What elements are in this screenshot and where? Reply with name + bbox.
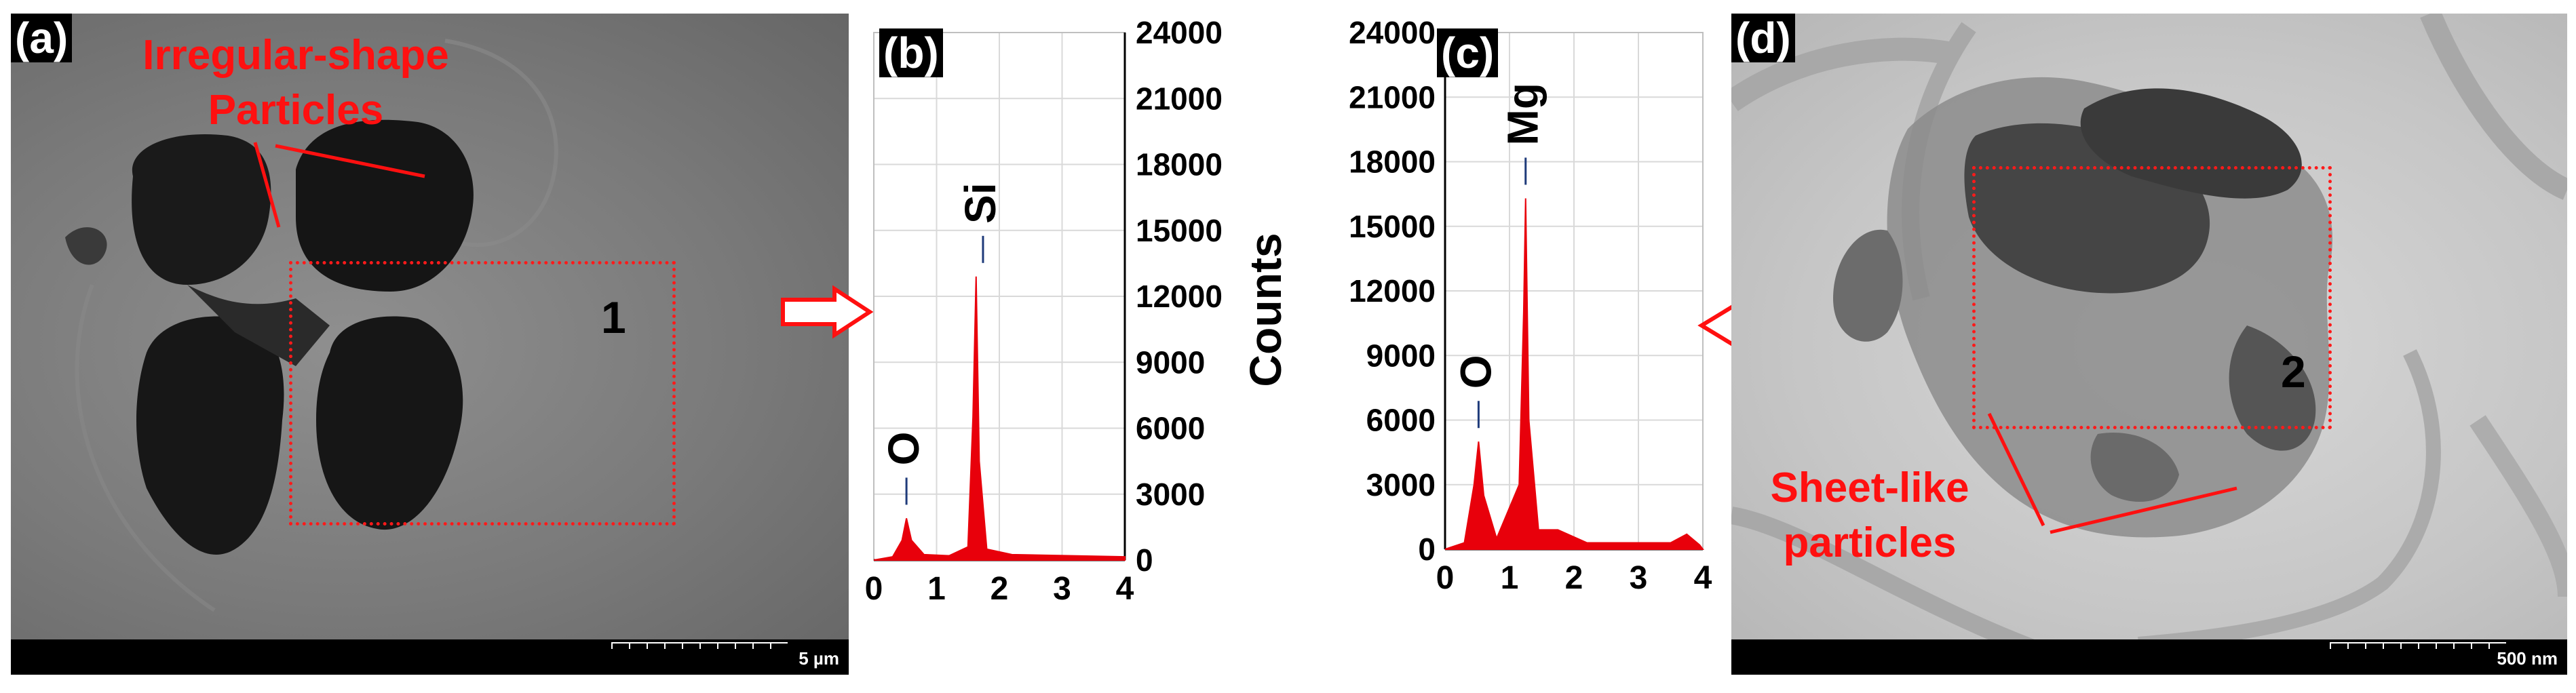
annotation-sheet-like-particles: Sheet-like particles (1731, 461, 2012, 570)
panel-label-b: (b) (879, 28, 943, 77)
annotation-irregular-shape-particles: Irregular-shape Particles (92, 28, 499, 138)
panel-label-a: (a) (11, 14, 73, 62)
y-tick-label: 6000 (1366, 403, 1436, 438)
peak-label: Mg (1499, 83, 1547, 145)
panel-label-c: (c) (1437, 28, 1499, 77)
panel-label-d: (d) (1731, 14, 1795, 62)
y-tick-label: 15000 (1136, 213, 1223, 248)
tem-image-a-art (65, 39, 558, 612)
x-tick-label: 3 (1630, 560, 1648, 596)
region-number-1: 1 (601, 292, 626, 342)
spectrum-chart-c: 0 1 2 3 4 0 3000 6000 9000 12000 15000 18000 21000 24… (1349, 15, 1712, 596)
y-tick-label: 3000 (1366, 467, 1436, 502)
arrow-right-icon (781, 285, 874, 339)
y-tick-label: 21000 (1136, 81, 1223, 116)
y-tick-label: 3000 (1136, 477, 1205, 512)
annotation-line-2: Particles (208, 86, 384, 134)
y-tick-label: 12000 (1349, 273, 1436, 309)
y-tick-label: 15000 (1349, 209, 1436, 244)
y-tick-label: 0 (1418, 532, 1436, 567)
tem-image-d: 2 Sheet-like particles (d) 500 nm (1731, 14, 2567, 675)
spectrum-series (1444, 198, 1704, 550)
y-axis-title: Counts (1240, 233, 1290, 387)
scale-bar-a: 5 µm (11, 639, 849, 675)
x-tick-label: 1 (927, 571, 946, 607)
scale-bar-ticks-d (2330, 642, 2506, 649)
y-tick-label: 9000 (1366, 338, 1436, 373)
scale-bar-label-d: 500 nm (2497, 648, 2558, 669)
scale-bar-ticks-a (611, 642, 788, 649)
scale-bar-label-a: 5 µm (799, 648, 839, 669)
y-tick-label: 24000 (1136, 15, 1223, 50)
y-tick-label: 12000 (1136, 279, 1223, 314)
x-tick-label: 4 (1116, 571, 1134, 607)
y-tick-label: 21000 (1349, 79, 1436, 115)
region-number-2: 2 (2281, 346, 2306, 397)
x-tick-label: 0 (865, 571, 883, 607)
x-tick-label: 1 (1501, 560, 1519, 596)
y-tick-label: 6000 (1136, 411, 1205, 446)
peak-label: O (1451, 355, 1500, 389)
y-tick-label: 18000 (1136, 147, 1223, 182)
spectrum-series (873, 276, 1126, 561)
region-box-2 (1972, 166, 2332, 429)
annotation-leaders-d (1987, 412, 2237, 534)
y-tick-label: 9000 (1136, 344, 1205, 380)
y-tick-label: 18000 (1349, 144, 1436, 180)
y-tick-label: 0 (1136, 542, 1153, 578)
scale-bar-d: 500 nm (1731, 639, 2567, 675)
x-tick-label: 4 (1694, 560, 1712, 596)
annotation-line-1: Sheet-like (1770, 464, 1969, 511)
x-tick-label: 2 (1565, 560, 1583, 596)
tem-image-a: 1 Irregular-shape Particles (a) 5 µm (11, 14, 849, 675)
y-tick-label: 24000 (1349, 15, 1436, 50)
annotation-line-2: particles (1783, 519, 1957, 566)
annotation-leaders-a (253, 142, 425, 228)
spectrum-chart-b: 0 1 2 3 403000600090001200015000180002100024… (865, 15, 1290, 607)
x-tick-label: 3 (1053, 571, 1071, 607)
annotation-line-1: Irregular-shape (142, 32, 449, 79)
x-tick-label: 0 (1436, 560, 1455, 596)
x-tick-label: 2 (991, 571, 1009, 607)
peak-label: Si (956, 182, 1005, 223)
region-box-1 (289, 261, 676, 526)
peak-label: O (879, 432, 928, 466)
